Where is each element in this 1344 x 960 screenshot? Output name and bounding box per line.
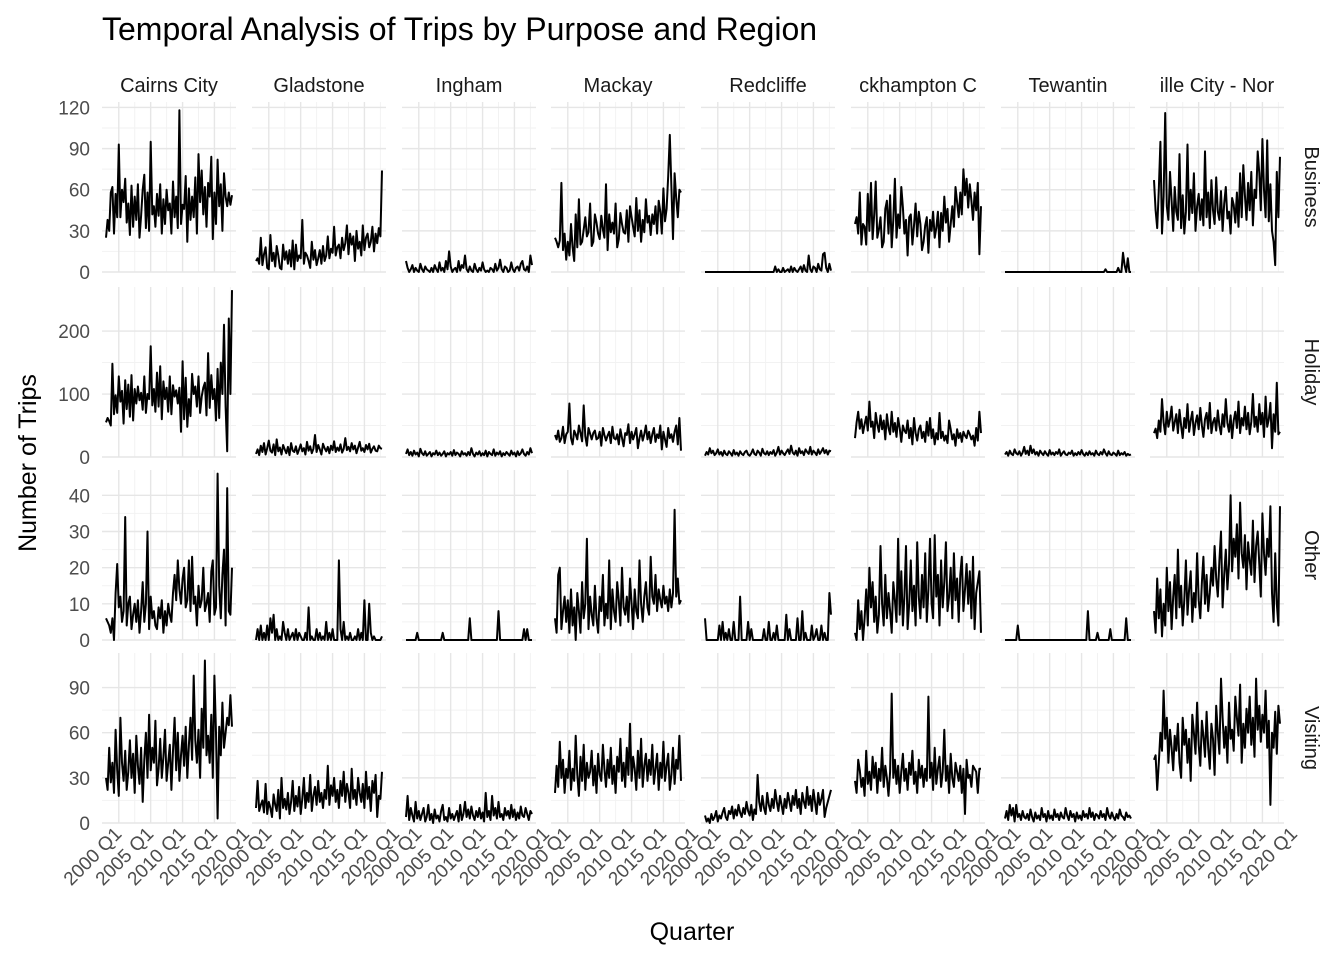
y-axis-title: Number of Trips [14,374,42,552]
panel [1150,102,1284,273]
y-tick-label: 200 [58,322,90,343]
series-line-visiting [405,791,533,824]
panel [1001,470,1135,641]
series-line-visiting [854,692,981,815]
panel [252,102,386,273]
series-line-holiday [405,447,533,458]
panel [551,102,685,273]
panel [701,470,835,641]
series-line-business [405,250,533,273]
series-line-business [1153,112,1281,267]
series-line-holiday [1153,381,1281,450]
strip-label-8: ille City - Nor [1160,75,1275,97]
x-axis-title: Quarter [650,918,735,946]
row-label-visiting: Visiting [1300,706,1322,770]
series-line-other [105,472,233,641]
series-line-other [854,534,982,641]
panel [1001,102,1135,273]
panel [402,287,536,458]
series-line-visiting [554,722,682,797]
panel [1150,287,1284,458]
series-line-business [854,168,982,257]
series-line-visiting [1004,803,1132,823]
series-line-business [255,170,383,271]
panel [851,102,985,273]
panel [851,470,985,641]
y-tick-label: 40 [69,486,90,507]
series-line-holiday [105,290,233,453]
y-tick-label: 0 [79,448,90,469]
series-line-holiday [255,434,383,457]
panel [701,653,835,824]
row-label-other: Other [1300,530,1322,580]
series-line-business [705,251,832,273]
panel [851,653,985,824]
panel [102,653,236,824]
panel [102,287,236,458]
panel [402,470,536,641]
panel [551,653,685,824]
y-tick-label: 0 [79,263,90,284]
panel [1150,653,1284,824]
panel [551,287,685,458]
strip-label-6: ckhampton C [859,75,977,97]
y-tick-label: 100 [58,385,90,406]
y-tick-label: 60 [69,181,90,202]
series-line-visiting [1153,677,1281,806]
panel [851,287,985,458]
panel [551,470,685,641]
panel [102,470,236,641]
series-line-other [255,559,383,641]
y-tick-label: 20 [69,559,90,580]
panel [402,653,536,824]
strip-label-1: Cairns City [120,75,218,97]
panel [701,287,835,458]
series-line-holiday [554,402,682,451]
y-tick-label: 30 [69,222,90,243]
panel [1001,287,1135,458]
panel [102,102,236,273]
series-line-other [554,508,682,641]
series-line-business [1005,251,1131,273]
y-tick-label: 90 [69,679,90,700]
series-line-holiday [854,400,982,447]
series-line-other [1005,610,1131,641]
y-tick-label: 10 [69,595,90,616]
strip-label-5: Redcliffe [729,75,806,97]
strip-label-7: Tewantin [1029,75,1108,97]
y-tick-label: 60 [69,724,90,745]
panel [1001,653,1135,824]
panel [252,287,386,458]
series-line-business [105,109,233,243]
row-label-business: Business [1300,146,1322,227]
series-line-business [554,133,682,262]
strip-label-3: Ingham [436,75,503,97]
series-line-other [704,592,832,641]
panel [1150,470,1284,641]
series-line-holiday [704,444,832,457]
series-line-visiting [255,764,383,820]
y-tick-label: 30 [69,522,90,543]
strip-label-2: Gladstone [273,75,364,97]
series-line-visiting [105,659,233,820]
series-line-other [406,610,532,641]
y-tick-label: 90 [69,140,90,161]
series-line-holiday [1004,444,1132,457]
y-tick-label: 120 [58,98,90,119]
strip-label-4: Mackay [584,75,653,97]
series-line-other [1153,494,1281,638]
panel [701,102,835,273]
series-line-visiting [704,773,832,824]
y-tick-label: 0 [79,631,90,652]
y-tick-label: 0 [79,814,90,835]
panel [252,470,386,641]
panel [402,102,536,273]
y-tick-label: 30 [69,769,90,790]
panel [252,653,386,824]
row-label-holiday: Holiday [1300,339,1322,406]
chart-title: Temporal Analysis of Trips by Purpose an… [102,11,817,47]
